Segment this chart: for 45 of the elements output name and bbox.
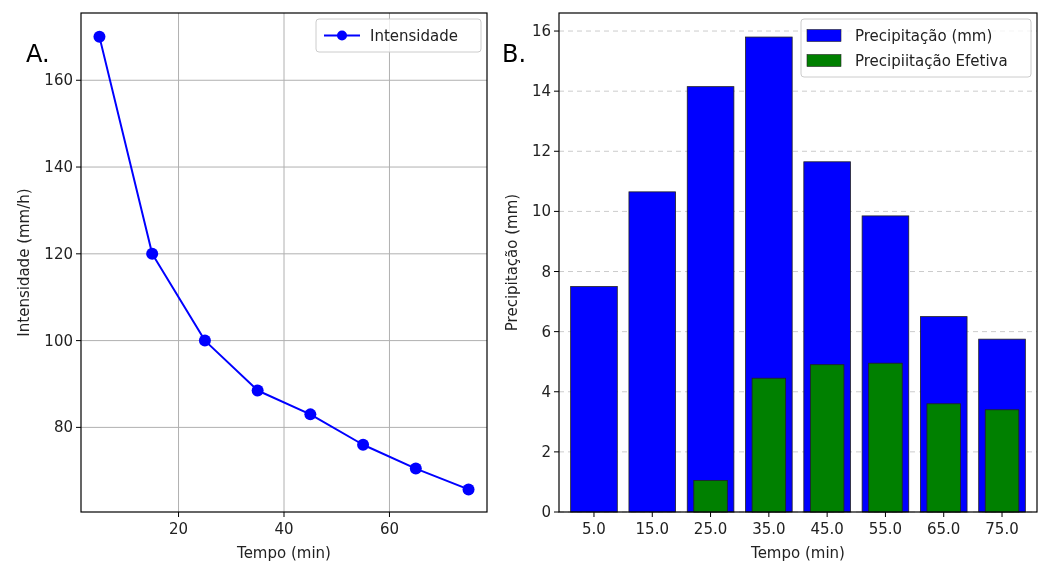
y-tick-label: 2 bbox=[541, 442, 551, 461]
y-tick-label: 140 bbox=[44, 158, 73, 177]
legend-label: Precipiitação Efetiva bbox=[855, 51, 1008, 70]
point bbox=[409, 462, 422, 475]
x-tick-label: 55.0 bbox=[868, 520, 903, 538]
bar bbox=[686, 86, 735, 513]
x-tick-label: 45.0 bbox=[810, 520, 844, 538]
y-tick-label: 6 bbox=[541, 322, 551, 341]
bar bbox=[570, 286, 618, 513]
text: A. bbox=[26, 40, 50, 68]
y-axis-title: Precipitação (mm) bbox=[503, 193, 521, 332]
x-tick-label: 5.0 bbox=[582, 520, 606, 538]
x-tick-label: 25.0 bbox=[693, 520, 728, 538]
y-axis-title: Intensidade (mm/h) bbox=[15, 188, 33, 337]
y-tick-label: 4 bbox=[541, 382, 551, 401]
point bbox=[304, 408, 317, 421]
x-tick-label: 65.0 bbox=[927, 520, 961, 538]
x-axis-title: Tempo (min) bbox=[236, 544, 331, 562]
bar bbox=[628, 191, 676, 513]
y-tick-label: 16 bbox=[531, 22, 551, 41]
y-tick-label: 100 bbox=[44, 331, 73, 350]
y-tick-label: 12 bbox=[531, 142, 551, 161]
x-tick-label: 75.0 bbox=[985, 520, 1019, 538]
text: B. bbox=[502, 40, 527, 68]
y-tick-label: 14 bbox=[531, 82, 551, 101]
legend-label: Precipitação (mm) bbox=[855, 26, 993, 45]
point bbox=[251, 384, 264, 397]
x-tick-label: 20 bbox=[169, 520, 189, 538]
x-axis-title: Tempo (min) bbox=[750, 544, 845, 562]
point bbox=[146, 247, 159, 260]
x-tick-label: 40 bbox=[274, 520, 294, 538]
x-tick-label: 15.0 bbox=[635, 520, 669, 538]
y-tick-label: 0 bbox=[541, 503, 551, 521]
legend-label: Intensidade bbox=[370, 26, 458, 45]
y-tick-label: 8 bbox=[541, 262, 551, 281]
y-tick-label: 10 bbox=[531, 202, 551, 221]
point bbox=[198, 334, 211, 347]
x-tick-label: 35.0 bbox=[752, 520, 786, 538]
y-tick-label: 80 bbox=[53, 418, 73, 437]
point bbox=[357, 438, 370, 451]
point bbox=[462, 483, 475, 496]
y-tick-label: 160 bbox=[44, 71, 73, 90]
point bbox=[93, 30, 106, 43]
y-tick-label: 120 bbox=[44, 244, 73, 263]
x-tick-label: 60 bbox=[379, 520, 399, 538]
